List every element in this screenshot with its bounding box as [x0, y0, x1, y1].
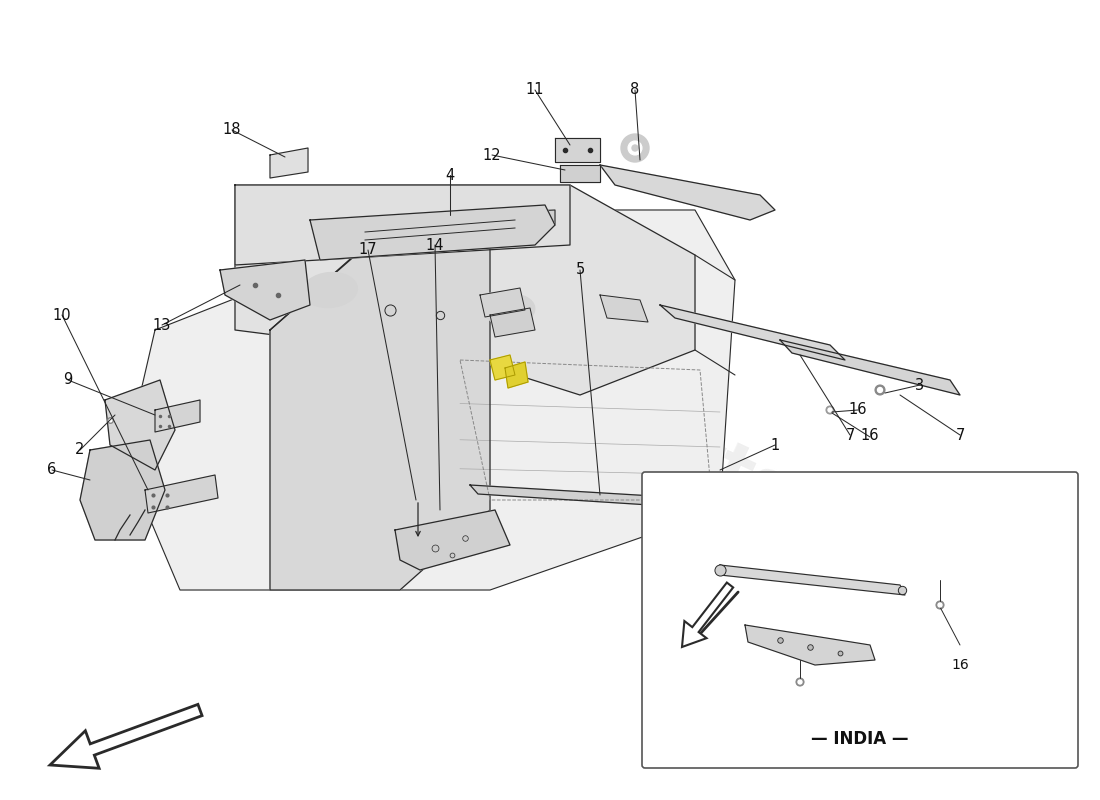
Polygon shape: [80, 440, 165, 540]
Circle shape: [628, 141, 642, 155]
Text: 5: 5: [575, 262, 584, 278]
FancyArrow shape: [50, 704, 202, 768]
Polygon shape: [270, 215, 490, 590]
FancyBboxPatch shape: [642, 472, 1078, 768]
Polygon shape: [780, 340, 960, 395]
Ellipse shape: [302, 273, 358, 307]
Circle shape: [632, 145, 638, 151]
Polygon shape: [155, 400, 200, 432]
Polygon shape: [600, 295, 648, 322]
Polygon shape: [220, 260, 310, 320]
Polygon shape: [470, 485, 728, 510]
Polygon shape: [104, 380, 175, 470]
Polygon shape: [505, 362, 528, 388]
Polygon shape: [600, 165, 775, 220]
Text: 13: 13: [153, 318, 172, 333]
Polygon shape: [340, 210, 556, 235]
Text: 16: 16: [849, 402, 867, 418]
Polygon shape: [145, 475, 218, 513]
Text: 17: 17: [359, 242, 377, 258]
Circle shape: [621, 134, 649, 162]
Text: 6: 6: [47, 462, 56, 478]
Text: 4: 4: [446, 167, 454, 182]
FancyArrow shape: [682, 582, 734, 647]
Polygon shape: [490, 355, 515, 380]
Circle shape: [936, 601, 944, 609]
Circle shape: [826, 406, 834, 414]
Text: 3: 3: [915, 378, 925, 393]
Polygon shape: [235, 185, 695, 395]
Polygon shape: [490, 308, 535, 337]
Circle shape: [828, 408, 832, 412]
Ellipse shape: [296, 434, 364, 486]
Circle shape: [878, 387, 882, 393]
Text: 11: 11: [526, 82, 544, 98]
Text: 10: 10: [53, 307, 72, 322]
Text: eurocarparts: eurocarparts: [297, 247, 803, 533]
Polygon shape: [125, 210, 735, 590]
Polygon shape: [480, 288, 525, 317]
Polygon shape: [660, 305, 845, 360]
Polygon shape: [395, 510, 510, 570]
Polygon shape: [556, 138, 600, 162]
Text: — INDIA —: — INDIA —: [812, 730, 909, 748]
Polygon shape: [720, 565, 905, 595]
Text: 12: 12: [483, 147, 502, 162]
Polygon shape: [235, 185, 570, 265]
Polygon shape: [270, 148, 308, 178]
Text: 8: 8: [630, 82, 639, 98]
Text: 2: 2: [75, 442, 85, 458]
Polygon shape: [560, 165, 600, 182]
Text: 9: 9: [64, 373, 73, 387]
Text: 16: 16: [952, 658, 969, 672]
Text: 7: 7: [955, 427, 965, 442]
Polygon shape: [310, 205, 556, 260]
Text: a passion for parts since 1985: a passion for parts since 1985: [334, 359, 766, 581]
Text: 14: 14: [426, 238, 444, 253]
Text: 1: 1: [770, 438, 780, 453]
Circle shape: [796, 678, 804, 686]
Text: 7: 7: [845, 427, 855, 442]
Text: 16: 16: [860, 427, 879, 442]
Text: 18: 18: [222, 122, 241, 138]
Circle shape: [874, 385, 886, 395]
Circle shape: [938, 603, 942, 607]
Polygon shape: [745, 625, 874, 665]
Circle shape: [798, 680, 802, 684]
Ellipse shape: [485, 294, 535, 326]
Ellipse shape: [405, 458, 454, 493]
